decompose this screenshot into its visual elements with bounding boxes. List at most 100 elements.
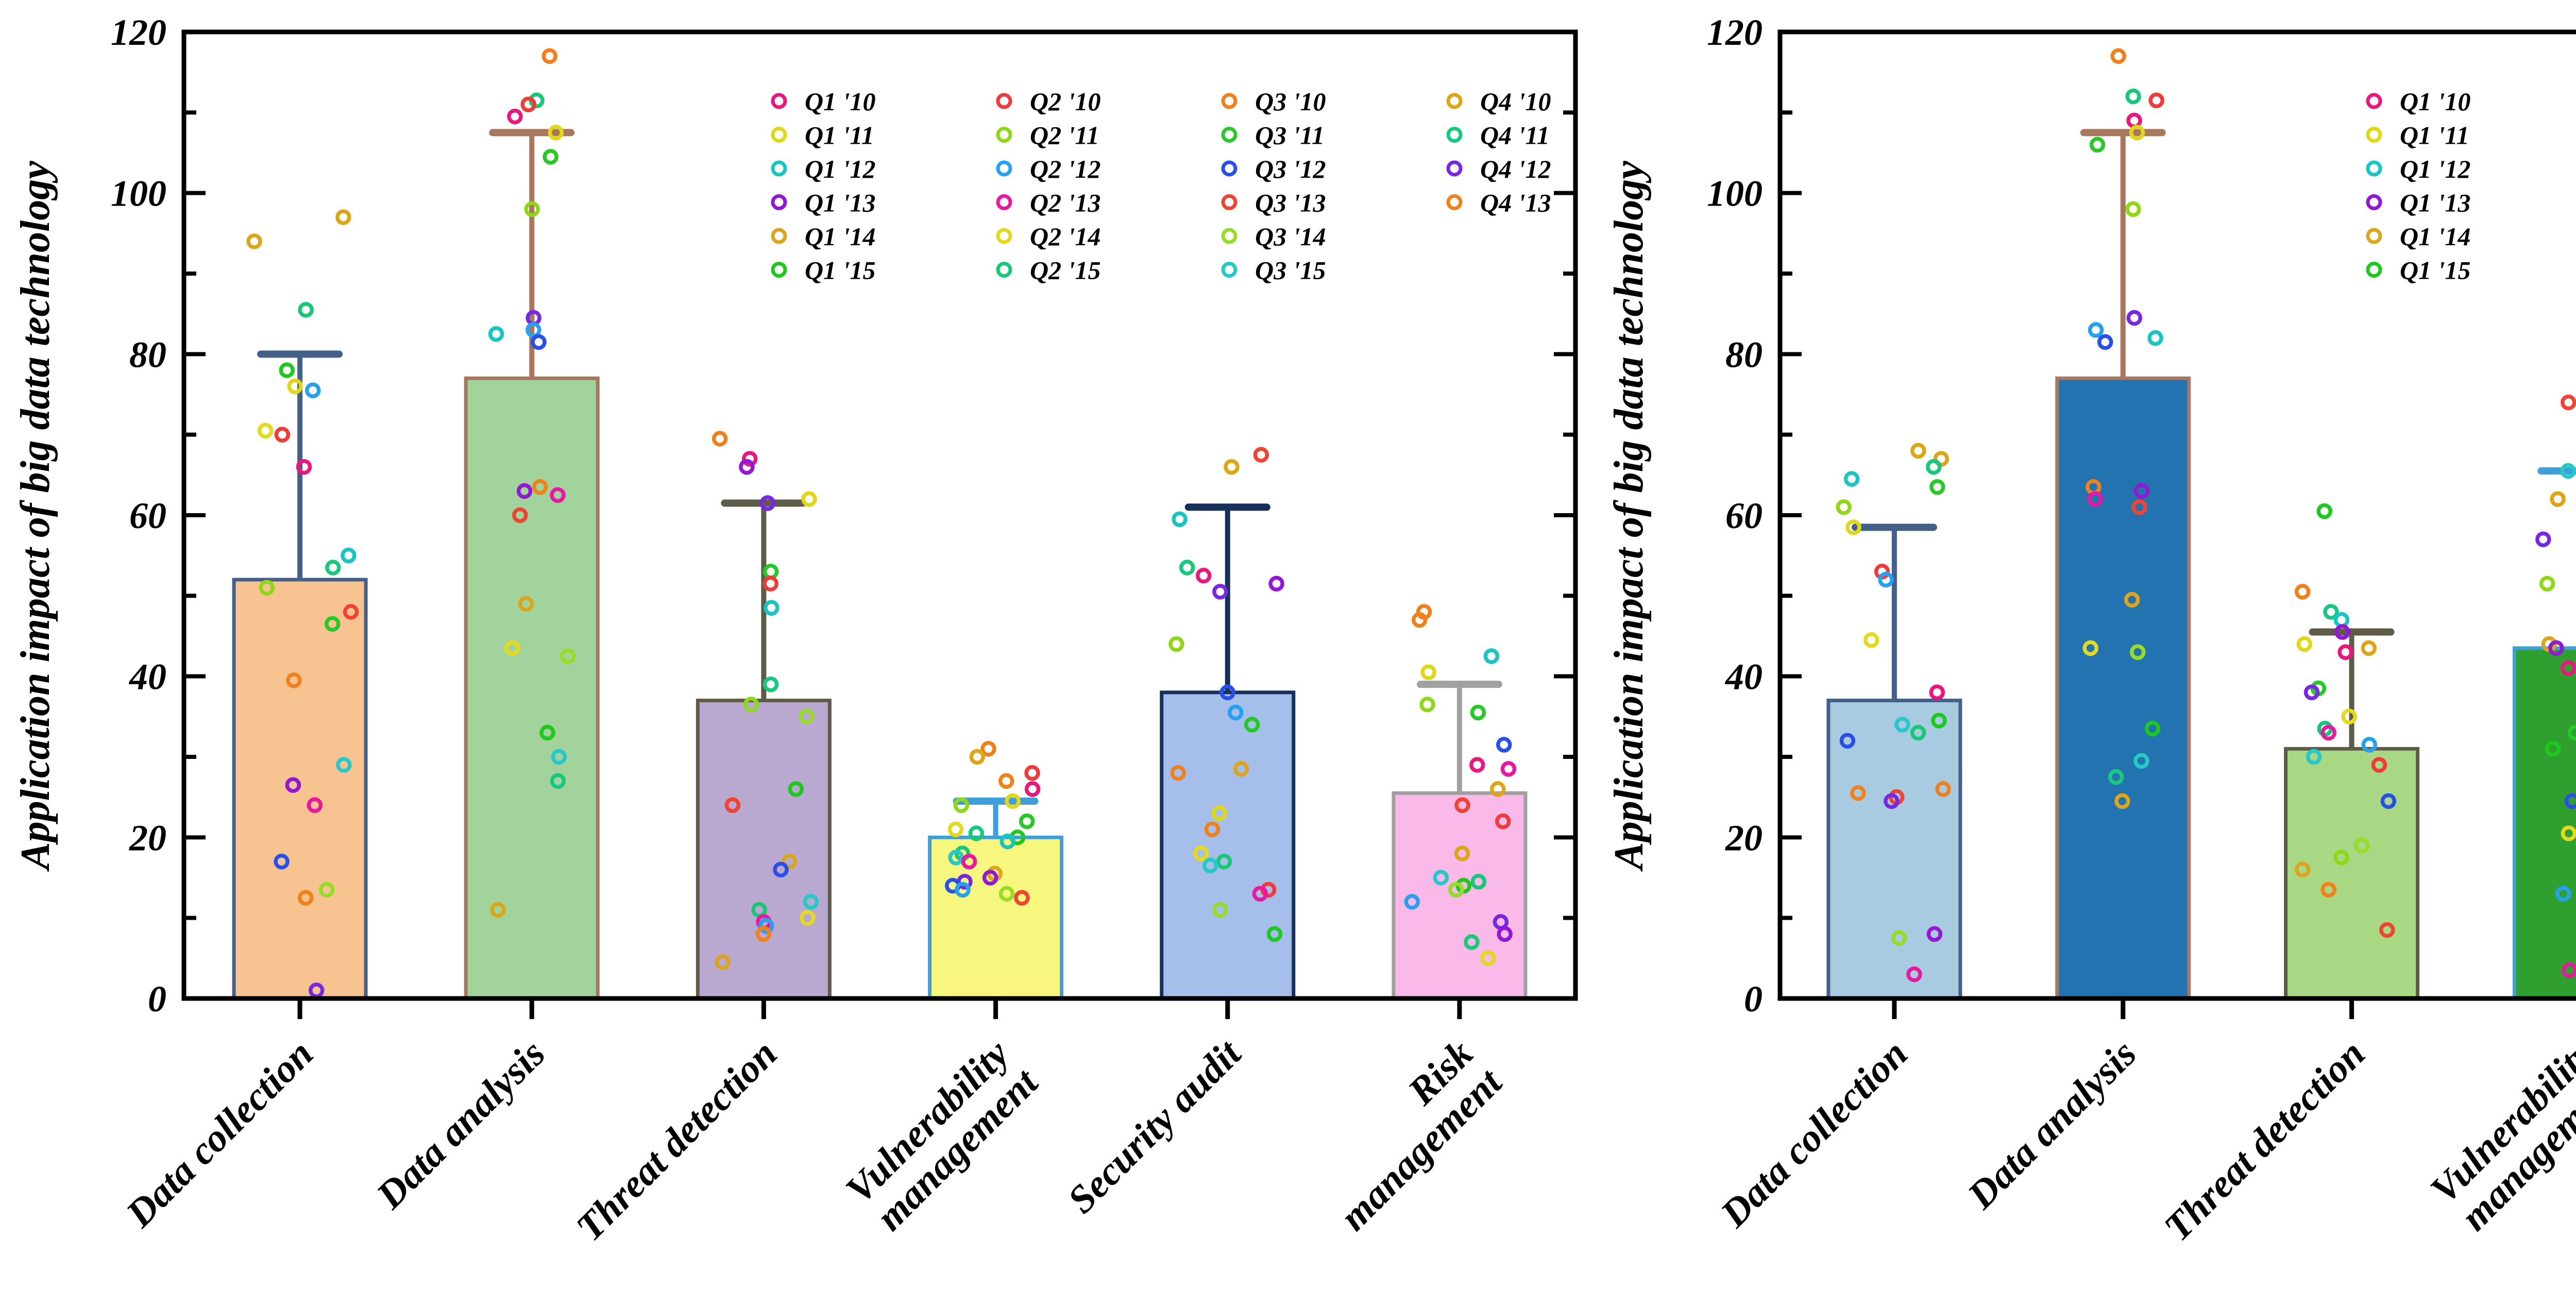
scatter-point: [2562, 962, 2576, 978]
scatter-point: [488, 326, 504, 342]
scatter-point: [1884, 793, 1900, 809]
scatter-point: [2320, 724, 2337, 741]
scatter-point: [1216, 853, 1232, 870]
y-tick-label: 100: [111, 173, 166, 214]
scatter-point: [1268, 575, 1284, 592]
scatter-point: [1935, 781, 1951, 797]
scatter-point: [2323, 604, 2339, 620]
scatter-point: [1193, 845, 1209, 861]
y-tick-label: 100: [1707, 173, 1762, 214]
legend-marker-icon: [996, 160, 1012, 177]
legend-label: Q2 '11: [1030, 121, 1099, 150]
legend-label: Q3 '13: [1255, 189, 1326, 217]
scatter-point: [1454, 845, 1470, 861]
legend-label: Q2 '13: [1030, 189, 1101, 217]
legend-label: Q1 '12: [805, 155, 876, 183]
legend-entry: Q3 '10: [1221, 87, 1326, 116]
legend-marker-icon: [996, 194, 1012, 210]
scatter-point: [1212, 902, 1228, 918]
legend-label: Q1 '10: [2400, 87, 2471, 116]
scatter-point: [1420, 664, 1436, 681]
scatter-point: [1212, 584, 1228, 600]
legend-entry: Q3 '15: [1221, 256, 1326, 285]
legend-marker-icon: [771, 93, 787, 109]
scatter-point: [800, 910, 816, 926]
scatter-point: [758, 918, 774, 934]
legend-entry: Q1 '11: [2366, 121, 2469, 150]
scatter-point: [1219, 684, 1235, 701]
legend-entry: Q3 '11: [1221, 121, 1325, 150]
scatter-point: [2564, 793, 2576, 809]
scatter-point: [1850, 785, 1866, 801]
scatter-point: [2550, 491, 2566, 507]
legend-entry: Q1 '10: [2366, 87, 2471, 116]
scatter-point: [1024, 781, 1041, 797]
scatter-point: [743, 697, 759, 713]
scatter-point: [325, 560, 341, 575]
scatter-point: [1204, 821, 1221, 837]
scatter-point: [1170, 765, 1186, 781]
scatter-point: [2126, 310, 2143, 326]
scatter-point: [724, 797, 741, 814]
legend-label: Q1 '11: [2400, 121, 2469, 150]
scatter-point: [1024, 765, 1040, 781]
scatter-point: [2294, 584, 2311, 600]
scatter-point: [755, 926, 772, 942]
scatter-point: [999, 833, 1016, 850]
scatter-point: [2124, 591, 2140, 608]
legend-entry: Q4 '12: [1446, 155, 1551, 183]
legend-marker-icon: [771, 160, 787, 177]
legend-entry: Q2 '13: [996, 189, 1101, 217]
y-axis-title: Application impact of big data technolog…: [13, 161, 58, 872]
legend-marker-icon: [771, 262, 787, 278]
legend-entry: Q1 '13: [2366, 189, 2471, 217]
y-tick-label: 60: [129, 495, 166, 536]
scatter-point: [1233, 761, 1249, 777]
scatter-point: [1448, 882, 1464, 898]
bar-vulnerability-management: [2512, 646, 2576, 1001]
legend-marker-icon: [1446, 160, 1463, 177]
scatter-point: [2561, 394, 2576, 411]
scatter-point: [296, 459, 312, 475]
y-tick-label: 0: [148, 978, 166, 1020]
legend-label: Q4 '12: [1480, 155, 1551, 183]
scatter-point: [1500, 761, 1517, 777]
scatter-point: [1419, 697, 1435, 713]
scatter-point: [2125, 201, 2141, 217]
scatter-point: [551, 749, 567, 765]
scatter-point: [504, 640, 520, 656]
scatter-point: [1454, 797, 1470, 814]
scatter-point: [980, 741, 996, 757]
scatter-point: [274, 427, 291, 443]
scatter-point: [742, 451, 758, 467]
scatter-point: [531, 334, 547, 350]
y-tick-label: 80: [1725, 334, 1762, 375]
scatter-point: [953, 797, 970, 814]
legend-entry: Q1 '12: [2366, 155, 2471, 183]
bar-threat-detection: [696, 699, 832, 1001]
scatter-point: [2129, 644, 2146, 661]
scatter-point: [1227, 704, 1244, 721]
scatter-point: [762, 575, 778, 592]
legend-marker-icon: [771, 127, 787, 143]
legend-entry: Q3 '14: [1221, 222, 1326, 251]
scatter-point: [1910, 443, 1926, 459]
legend-entry: Q1 '10: [771, 87, 876, 116]
legend-label: Q2 '14: [1030, 222, 1101, 251]
scatter-point: [1470, 874, 1487, 890]
legend-label: Q1 '13: [2400, 189, 2471, 217]
scatter-point: [803, 894, 819, 910]
scatter-point: [286, 672, 302, 688]
scatter-point: [2306, 749, 2322, 765]
scatter-point: [764, 600, 779, 616]
legend-entry: Q2 '12: [996, 155, 1101, 183]
scatter-point: [524, 201, 540, 217]
scatter-point: [2341, 708, 2357, 725]
scatter-point: [526, 322, 541, 338]
legend-entry: Q1 '15: [2366, 256, 2471, 285]
scatter-point: [961, 853, 977, 870]
legend-label: Q2 '10: [1030, 87, 1101, 116]
scatter-point: [305, 382, 321, 398]
scatter-point: [548, 125, 564, 141]
scatter-point: [516, 483, 533, 499]
